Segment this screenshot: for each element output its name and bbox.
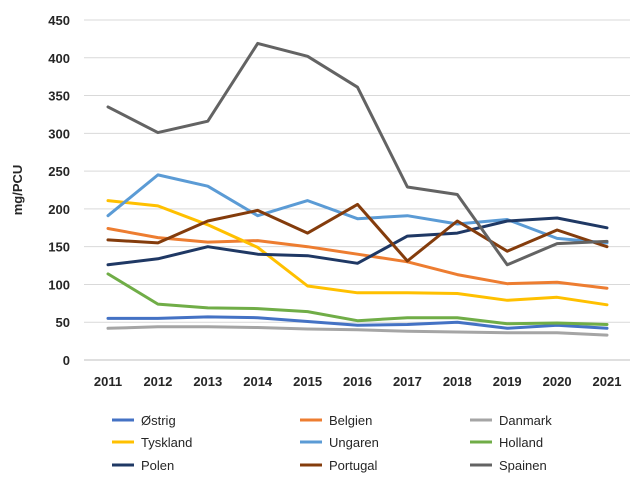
x-tick-label: 2019 (493, 374, 522, 389)
y-tick-label: 0 (63, 353, 70, 368)
series-line-spainen (106, 41, 609, 267)
y-tick-label: 100 (48, 277, 70, 292)
x-tick-label: 2011 (94, 374, 122, 389)
series-lines (106, 41, 609, 337)
series-line-belgien (106, 227, 609, 290)
series-line-danmark (106, 325, 609, 337)
legend-item-belgien: Belgien (300, 413, 372, 428)
series-line-portugal (106, 202, 609, 263)
x-tick-label: 2014 (243, 374, 273, 389)
y-tick-label: 200 (48, 202, 70, 217)
y-tick-label: 50 (56, 315, 70, 330)
legend-label: Belgien (329, 413, 372, 428)
x-tick-label: 2018 (443, 374, 472, 389)
y-tick-label: 150 (48, 240, 70, 255)
x-tick-label: 2012 (143, 374, 172, 389)
y-axis-label: mg/PCU (10, 165, 25, 216)
legend-item-spainen: Spainen (470, 458, 547, 473)
legend-label: Holland (499, 435, 543, 450)
y-tick-label: 350 (48, 89, 70, 104)
y-axis-ticks: 0 50 100 150 200 250 300 350 400 450 (48, 13, 70, 368)
legend-item-holland: Holland (470, 435, 543, 450)
legend-label: Portugal (329, 458, 378, 473)
series-line-holland (106, 272, 609, 326)
legend-item-portugal: Portugal (300, 458, 378, 473)
y-tick-label: 450 (48, 13, 70, 28)
x-tick-label: 2013 (193, 374, 222, 389)
legend-item-danmark: Danmark (470, 413, 552, 428)
legend-item-østrig: Østrig (112, 413, 176, 428)
gridlines (84, 19, 630, 361)
x-tick-label: 2017 (393, 374, 422, 389)
series-line-tyskland (106, 199, 609, 307)
series-line-ungaren (106, 173, 609, 245)
legend-label: Spainen (499, 458, 547, 473)
legend: Østrig Belgien Danmark Tyskland Ungaren Holla… (112, 413, 552, 473)
series-line-polen (106, 216, 609, 267)
legend-label: Polen (141, 458, 174, 473)
x-tick-label: 2016 (343, 374, 372, 389)
legend-label: Ungaren (329, 435, 379, 450)
y-tick-label: 250 (48, 164, 70, 179)
x-tick-label: 2015 (293, 374, 322, 389)
legend-item-polen: Polen (112, 458, 174, 473)
series-line-østrig (106, 315, 609, 330)
x-tick-label: 2020 (543, 374, 572, 389)
legend-label: Østrig (141, 413, 176, 428)
y-tick-label: 300 (48, 126, 70, 141)
legend-item-ungaren: Ungaren (300, 435, 379, 450)
y-tick-label: 400 (48, 51, 70, 66)
legend-label: Tyskland (141, 435, 192, 450)
legend-label: Danmark (499, 413, 552, 428)
legend-item-tyskland: Tyskland (112, 435, 192, 450)
x-tick-label: 2021 (593, 374, 622, 389)
x-axis-ticks: 2011 2012 2013 2014 2015 2016 2017 2018 2019 2020… (94, 374, 622, 389)
